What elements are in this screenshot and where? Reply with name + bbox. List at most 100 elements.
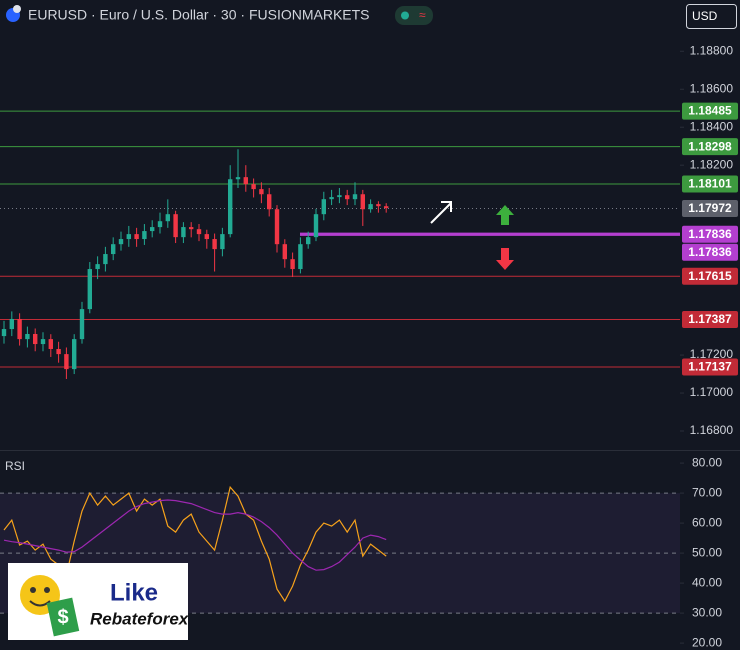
y-tick-label: 1.18800 <box>690 43 734 57</box>
y-tick-label: 20.00 <box>692 635 722 649</box>
level-label-box <box>682 138 738 156</box>
last-price-label: 1.17972 <box>688 201 732 215</box>
candle-body <box>337 195 342 198</box>
y-tick-label: 1.17200 <box>690 347 734 361</box>
y-tick-label: 1.18600 <box>690 81 734 95</box>
candle-body <box>1 329 7 337</box>
candle-body <box>384 206 389 209</box>
level-label-box <box>682 311 738 329</box>
logo-note <box>46 597 80 637</box>
candle-body <box>235 177 241 180</box>
last-price-label-box <box>682 199 738 217</box>
y-tick-label: 50.00 <box>692 545 722 559</box>
candle-body <box>189 227 194 230</box>
candle-body <box>17 318 22 340</box>
candle-body <box>33 333 38 345</box>
candle-body <box>290 259 295 270</box>
logo-mouth <box>29 600 51 607</box>
y-tick-label: 40.00 <box>692 575 722 589</box>
level-label-box <box>682 225 738 243</box>
candle-body <box>368 204 373 210</box>
pane-title: RSI <box>5 459 25 473</box>
price-pane: 1.18800 1.18600 1.18400 1.18200 1.17200 1.170… <box>0 43 738 437</box>
candle-body <box>282 244 287 260</box>
level-label: 1.17836 <box>688 227 732 241</box>
candle-body <box>165 214 170 222</box>
candle-body <box>87 269 92 310</box>
y-tick-label: 70.00 <box>692 485 722 499</box>
level-label: 1.17615 <box>688 269 732 283</box>
trend-arrow <box>430 201 452 224</box>
level-label: 1.17387 <box>688 312 732 326</box>
candle-body <box>360 194 365 210</box>
candle-body <box>181 227 186 238</box>
rsi-line <box>3 499 387 571</box>
candle-body <box>134 234 139 240</box>
candle-body <box>321 199 326 215</box>
candle-body <box>306 237 311 245</box>
candle-body <box>48 339 53 349</box>
level-label-box <box>682 267 738 285</box>
candle-body <box>142 231 147 240</box>
y-tick-label: 30.00 <box>692 605 722 619</box>
down-arrow <box>496 248 514 270</box>
candle-body <box>228 179 233 235</box>
candle-body <box>298 244 303 270</box>
y-tick-label: 1.18400 <box>690 119 734 133</box>
y-tick-label: 1.18200 <box>690 157 734 171</box>
symbol-flag <box>13 5 21 13</box>
candle-body <box>72 339 77 370</box>
level-label: 1.17836 <box>688 245 732 259</box>
candle-body <box>259 189 264 195</box>
up-arrow <box>496 205 514 225</box>
y-tick-label: 1.16800 <box>690 423 734 437</box>
candle-body <box>56 348 61 355</box>
candle-body <box>204 234 209 240</box>
candle-body <box>111 244 116 255</box>
symbol-title: EURUSD · Euro / U.S. Dollar · 30 · FUSIO… <box>28 7 370 23</box>
currency-label[interactable]: USD <box>692 9 718 23</box>
y-tick-label: 1.17000 <box>690 385 734 399</box>
candle-body <box>251 184 256 190</box>
candle-body <box>40 339 46 345</box>
candle-body <box>25 333 30 340</box>
logo-dollar: $ <box>57 606 68 628</box>
level-label-box <box>682 358 738 376</box>
candle-body <box>352 194 358 200</box>
candle-body <box>313 214 319 238</box>
level-label-box <box>682 102 738 120</box>
currency-button[interactable] <box>686 4 737 29</box>
candle-body <box>196 229 202 235</box>
candle-body <box>212 239 217 250</box>
logo-eye <box>44 587 50 593</box>
candle-body <box>64 354 69 370</box>
level-label: 1.17137 <box>688 360 732 374</box>
y-tick-label: 80.00 <box>692 455 722 469</box>
candle-body <box>345 195 350 200</box>
candle-body <box>126 234 131 240</box>
candle-body <box>376 204 381 207</box>
candle-body <box>95 264 100 270</box>
logo-eye <box>30 587 36 593</box>
level-label-box <box>682 175 738 193</box>
status-dot <box>401 11 409 20</box>
level-label-box <box>682 243 738 261</box>
candle-body <box>103 254 108 265</box>
candle-body <box>173 214 178 238</box>
candle-body <box>118 239 124 245</box>
candle-body <box>220 234 225 250</box>
candle-body <box>267 194 272 210</box>
level-label: 1.18298 <box>688 139 732 153</box>
logo-like: Like <box>110 579 158 606</box>
candle-body <box>243 177 248 185</box>
level-label: 1.18101 <box>688 177 732 191</box>
logo-brand: Rebateforex <box>90 609 190 628</box>
candle-body <box>157 221 163 228</box>
header-bg <box>0 0 680 30</box>
y-tick-label: 60.00 <box>692 515 722 529</box>
status-badge <box>395 6 433 25</box>
candle-body <box>9 318 14 330</box>
